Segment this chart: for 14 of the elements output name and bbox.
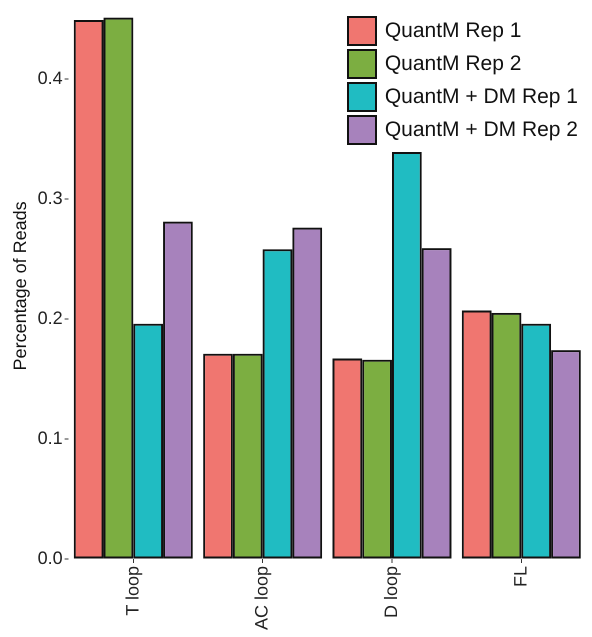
y-tick-label: 0.4 [38, 68, 63, 88]
x-tick-label: AC loop [252, 566, 272, 630]
legend-label: QuantM Rep 2 [384, 52, 522, 75]
x-tick-label: T loop [122, 566, 142, 616]
x-tick-label: FL [510, 566, 530, 587]
y-axis-title: Percentage of Reads [10, 201, 30, 370]
x-tick-label: D loop [380, 566, 401, 618]
legend-label: QuantM + DM Rep 1 [384, 85, 578, 108]
legend-label: QuantM + DM Rep 2 [384, 118, 578, 141]
y-tick-label: 0.0 [38, 548, 63, 568]
y-tick-label: 0.1 [38, 428, 63, 448]
y-tick-label: 0.3 [38, 188, 63, 208]
y-tick-label: 0.2 [38, 308, 63, 328]
legend-label: QuantM Rep 1 [384, 19, 522, 42]
